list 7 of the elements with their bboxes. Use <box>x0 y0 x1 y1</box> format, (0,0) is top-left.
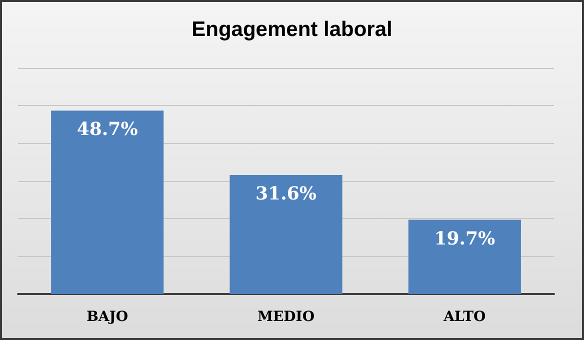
x-tick-label: ALTO <box>442 309 486 325</box>
chart-title: Engagement laboral <box>192 18 392 41</box>
data-label: 19.7% <box>434 228 496 250</box>
data-label: 31.6% <box>256 183 316 204</box>
x-tick-label: MEDIO <box>257 309 315 325</box>
x-tick-label: BAJO <box>86 309 128 325</box>
data-label: 48.7% <box>76 119 138 140</box>
